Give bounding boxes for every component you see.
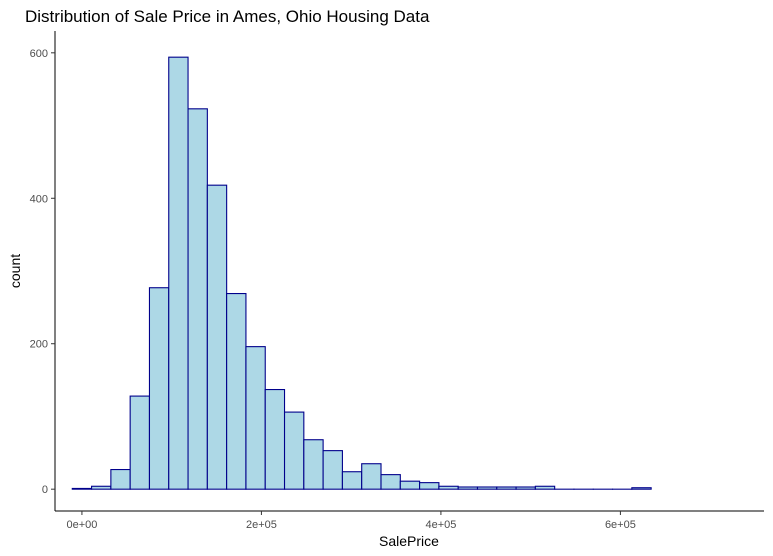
histogram-bar	[264, 388, 286, 490]
x-tick-label: 6e+05	[605, 519, 636, 531]
histogram-bar	[226, 292, 247, 490]
histogram-bar	[496, 486, 517, 490]
histogram-bar	[515, 486, 536, 490]
x-axis-title: SalePrice	[379, 533, 439, 549]
histogram-bar	[303, 439, 324, 490]
x-axis-ticks: 0e+00 2e+05 4e+05 6e+05	[66, 511, 636, 531]
histogram-bar	[283, 411, 305, 490]
histogram-bar	[110, 468, 131, 490]
histogram-bar	[148, 287, 170, 490]
y-tick-label: 0	[42, 484, 48, 496]
histogram-bar	[187, 108, 208, 490]
histogram-bar	[534, 485, 556, 490]
histogram-bar	[168, 56, 189, 490]
chart-title: Distribution of Sale Price in Ames, Ohio…	[25, 7, 430, 26]
bars-group	[71, 56, 652, 490]
x-tick-label: 2e+05	[246, 519, 277, 531]
x-tick-label: 4e+05	[425, 519, 456, 531]
x-tick-label: 0e+00	[66, 519, 97, 531]
histogram-bar	[419, 482, 440, 490]
y-tick-label: 400	[30, 193, 48, 205]
histogram-bar	[129, 395, 151, 490]
histogram-bar	[438, 485, 459, 490]
histogram-bar	[71, 487, 93, 490]
histogram-bar	[380, 474, 401, 490]
histogram-bar	[91, 485, 112, 490]
y-tick-label: 200	[30, 339, 48, 351]
histogram-bar	[457, 486, 479, 490]
y-axis-title: count	[7, 254, 23, 288]
histogram-bar	[476, 486, 498, 490]
y-tick-label: 600	[30, 48, 48, 60]
histogram-bar	[399, 480, 421, 490]
histogram-bar	[341, 471, 363, 490]
y-axis-ticks: 0 200 400 600	[30, 48, 55, 496]
histogram-bar	[322, 450, 343, 490]
histogram-bar	[206, 184, 228, 490]
histogram-bar	[631, 487, 652, 490]
histogram-bar	[245, 346, 266, 490]
histogram-bar	[361, 463, 382, 490]
